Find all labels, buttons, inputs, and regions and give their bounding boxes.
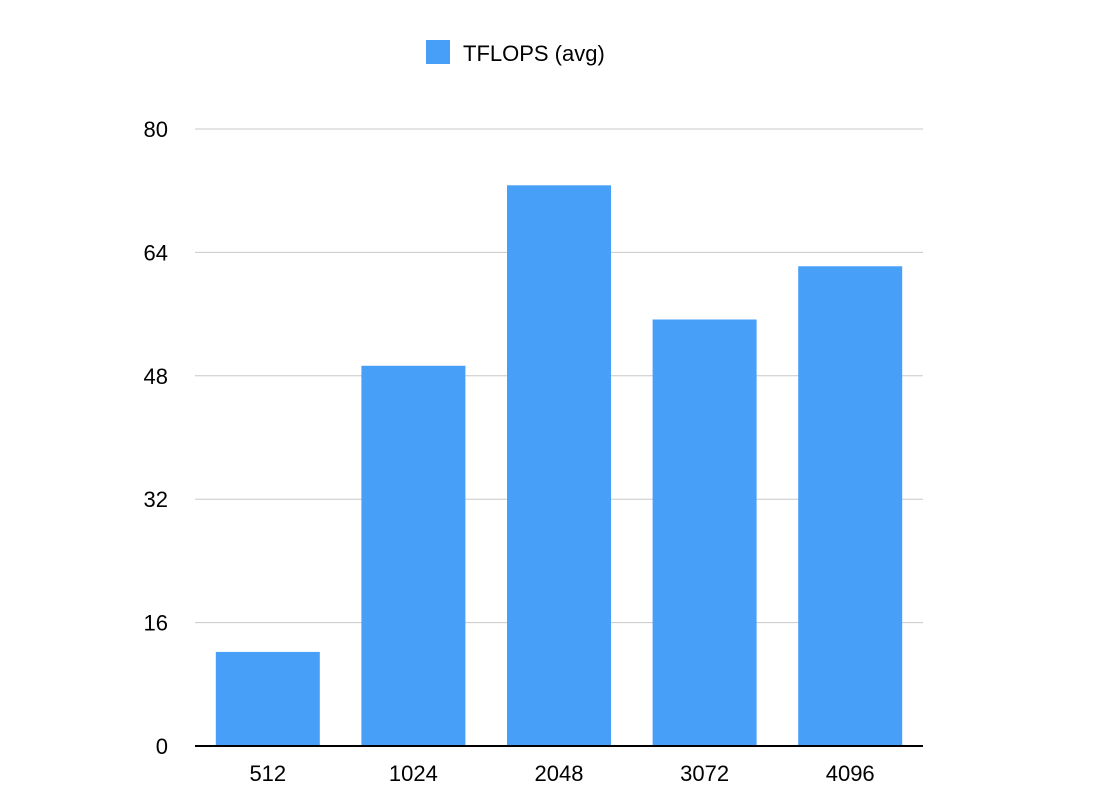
x-tick-label: 4096 xyxy=(826,761,875,786)
y-tick-label: 80 xyxy=(144,117,168,142)
y-axis-ticks: 0 16 32 48 64 80 xyxy=(144,117,168,759)
y-tick-label: 0 xyxy=(156,734,168,759)
x-tick-label: 1024 xyxy=(389,761,438,786)
x-tick-label: 3072 xyxy=(680,761,729,786)
bar-1024 xyxy=(361,365,466,746)
y-tick-label: 16 xyxy=(144,611,168,636)
bar-2048 xyxy=(507,185,611,746)
bars xyxy=(215,185,903,746)
x-tick-label: 512 xyxy=(249,761,286,786)
legend-swatch xyxy=(426,40,450,64)
x-axis-ticks: 512 1024 2048 3072 4096 xyxy=(249,761,874,786)
bar-512 xyxy=(215,651,320,746)
y-tick-label: 48 xyxy=(144,364,168,389)
x-tick-label: 2048 xyxy=(535,761,584,786)
y-tick-label: 64 xyxy=(144,240,168,265)
bar-3072 xyxy=(652,319,757,746)
y-tick-label: 32 xyxy=(144,487,168,512)
legend: TFLOPS (avg) xyxy=(426,40,605,66)
legend-label: TFLOPS (avg) xyxy=(463,41,605,66)
bar-4096 xyxy=(798,266,903,746)
